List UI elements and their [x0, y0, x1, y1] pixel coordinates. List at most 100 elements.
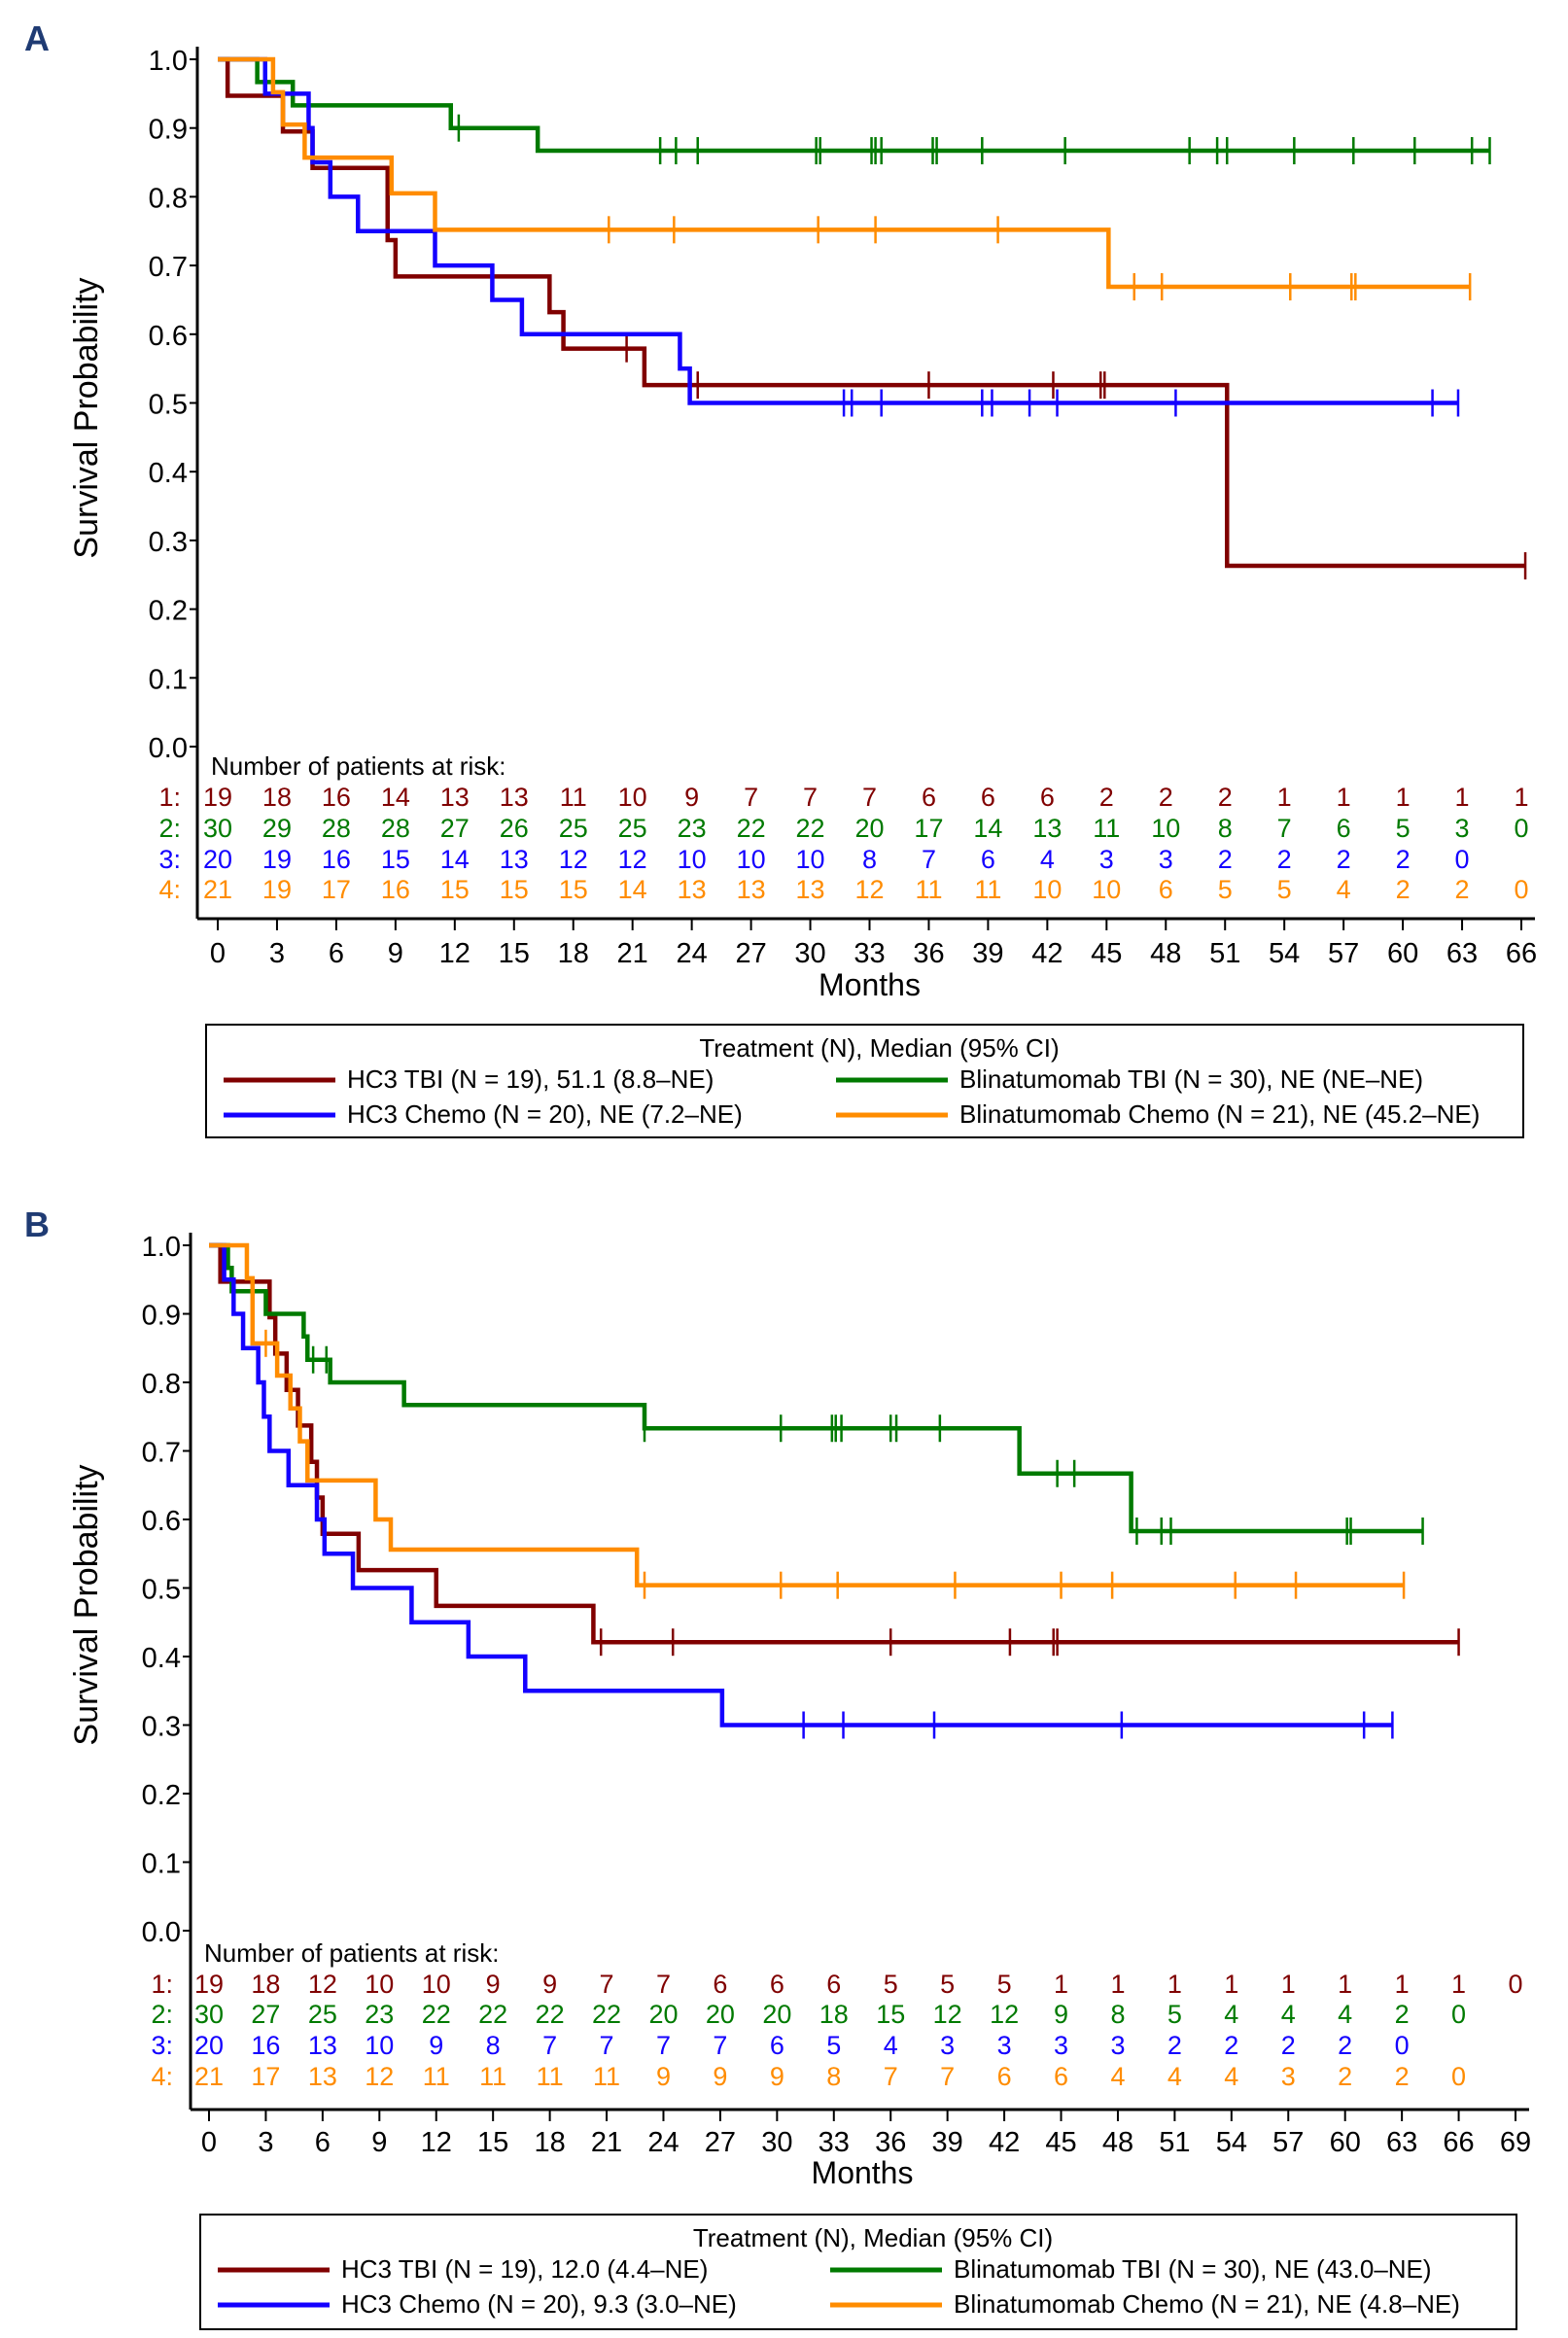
risk-count: 9	[1054, 2000, 1068, 2029]
legend-title: Treatment (N), Median (95% CI)	[699, 1033, 1059, 1063]
x-tick-label: 48	[1150, 938, 1181, 969]
risk-count: 20	[194, 2031, 224, 2060]
y-tick-label: 0.4	[142, 1643, 181, 1674]
y-tick-label: 0.1	[142, 1849, 181, 1880]
risk-count: 20	[706, 2000, 735, 2029]
risk-count: 12	[365, 2062, 394, 2091]
risk-count: 1	[1167, 1970, 1182, 1999]
risk-count: 3	[940, 2031, 955, 2060]
risk-count: 6	[826, 1970, 841, 1999]
panel-label: A	[24, 18, 50, 58]
risk-count: 4	[1224, 2062, 1238, 2091]
risk-count: 6	[1054, 2062, 1068, 2091]
x-tick-label: 15	[477, 2127, 508, 2158]
y-tick-label: 0.3	[149, 527, 188, 558]
risk-row-label: 3:	[151, 2031, 173, 2060]
x-tick-label: 57	[1272, 2127, 1304, 2158]
legend-label-blina_chemo: Blinatumomab Chemo (N = 21), NE (45.2–NE…	[959, 1099, 1480, 1129]
risk-count: 27	[440, 814, 470, 843]
risk-count: 8	[862, 845, 877, 874]
risk-count: 0	[1514, 814, 1528, 843]
risk-count: 3	[1281, 2062, 1296, 2091]
risk-row-label: 2:	[158, 814, 181, 843]
risk-count: 2	[1455, 875, 1470, 904]
risk-count: 10	[678, 845, 707, 874]
risk-row-label: 2:	[151, 2000, 173, 2029]
y-tick-label: 0.8	[142, 1369, 181, 1400]
risk-row-label: 4:	[151, 2062, 173, 2091]
y-tick-label: 0.9	[142, 1301, 181, 1332]
risk-count: 11	[593, 2062, 620, 2091]
risk-count: 6	[997, 2062, 1012, 2091]
risk-count: 6	[770, 1970, 784, 1999]
risk-count: 28	[322, 814, 351, 843]
risk-count: 1	[1514, 783, 1528, 812]
x-tick-label: 66	[1506, 938, 1537, 969]
risk-count: 2	[1395, 2062, 1410, 2091]
x-tick-label: 3	[269, 938, 285, 969]
risk-count: 22	[592, 2000, 621, 2029]
x-tick-label: 21	[617, 938, 648, 969]
risk-count: 13	[678, 875, 707, 904]
risk-count: 22	[796, 814, 825, 843]
risk-count: 16	[322, 783, 351, 812]
risk-count: 27	[251, 2000, 280, 2029]
x-tick-label: 18	[558, 938, 589, 969]
risk-count: 20	[203, 845, 232, 874]
risk-count: 19	[262, 845, 292, 874]
risk-count: 11	[915, 875, 942, 904]
survival-curve-blina_chemo	[209, 1242, 1405, 1588]
risk-count: 18	[262, 783, 292, 812]
risk-count: 10	[365, 2031, 394, 2060]
risk-count: 22	[478, 2000, 507, 2029]
x-tick-label: 42	[1031, 938, 1063, 969]
risk-count: 13	[500, 783, 529, 812]
x-tick-label: 60	[1330, 2127, 1361, 2158]
risk-count: 0	[1455, 845, 1470, 874]
risk-count: 12	[933, 2000, 962, 2029]
risk-count: 22	[422, 2000, 451, 2029]
risk-count: 4	[1281, 2000, 1296, 2029]
legend-label-hc3_tbi: HC3 TBI (N = 19), 51.1 (8.8–NE)	[347, 1064, 714, 1094]
risk-count: 14	[973, 814, 1002, 843]
x-tick-label: 9	[371, 2127, 387, 2158]
x-tick-label: 3	[258, 2127, 273, 2158]
risk-count: 15	[381, 845, 410, 874]
legend: Treatment (N), Median (95% CI)HC3 TBI (N…	[199, 2214, 1517, 2330]
risk-count: 6	[922, 783, 936, 812]
risk-count: 9	[770, 2062, 784, 2091]
risk-count: 1	[1277, 783, 1292, 812]
risk-count: 7	[1277, 814, 1292, 843]
y-tick-label: 0.4	[149, 458, 188, 489]
risk-count: 8	[486, 2031, 501, 2060]
risk-count: 13	[737, 875, 766, 904]
risk-count: 9	[713, 2062, 727, 2091]
y-tick-label: 0.9	[149, 115, 188, 146]
risk-count: 11	[1093, 814, 1120, 843]
risk-count: 19	[194, 1970, 224, 1999]
risk-count: 2	[1218, 783, 1233, 812]
risk-count: 3	[1159, 845, 1173, 874]
risk-count: 0	[1451, 2062, 1466, 2091]
risk-count: 6	[1040, 783, 1055, 812]
x-tick-label: 39	[932, 2127, 963, 2158]
risk-count: 4	[1224, 2000, 1238, 2029]
risk-count: 1	[1110, 1970, 1125, 1999]
risk-count: 25	[618, 814, 647, 843]
risk-count: 5	[826, 2031, 841, 2060]
risk-count: 5	[1277, 875, 1292, 904]
y-tick-label: 0.6	[149, 321, 188, 352]
x-axis-label: Months	[819, 967, 921, 1002]
x-tick-label: 24	[677, 938, 708, 969]
survival-curve-blina_tbi	[209, 1242, 1423, 1534]
risk-count: 14	[440, 845, 470, 874]
risk-count: 3	[1110, 2031, 1125, 2060]
risk-count: 13	[1032, 814, 1062, 843]
risk-count: 3	[1455, 814, 1470, 843]
risk-count: 20	[854, 814, 884, 843]
legend-label-blina_chemo: Blinatumomab Chemo (N = 21), NE (4.8–NE)	[954, 2289, 1460, 2319]
risk-count: 16	[251, 2031, 280, 2060]
y-tick-label: 0.5	[149, 390, 188, 421]
risk-count: 13	[308, 2062, 337, 2091]
survival-curve-blina_chemo	[218, 56, 1471, 290]
